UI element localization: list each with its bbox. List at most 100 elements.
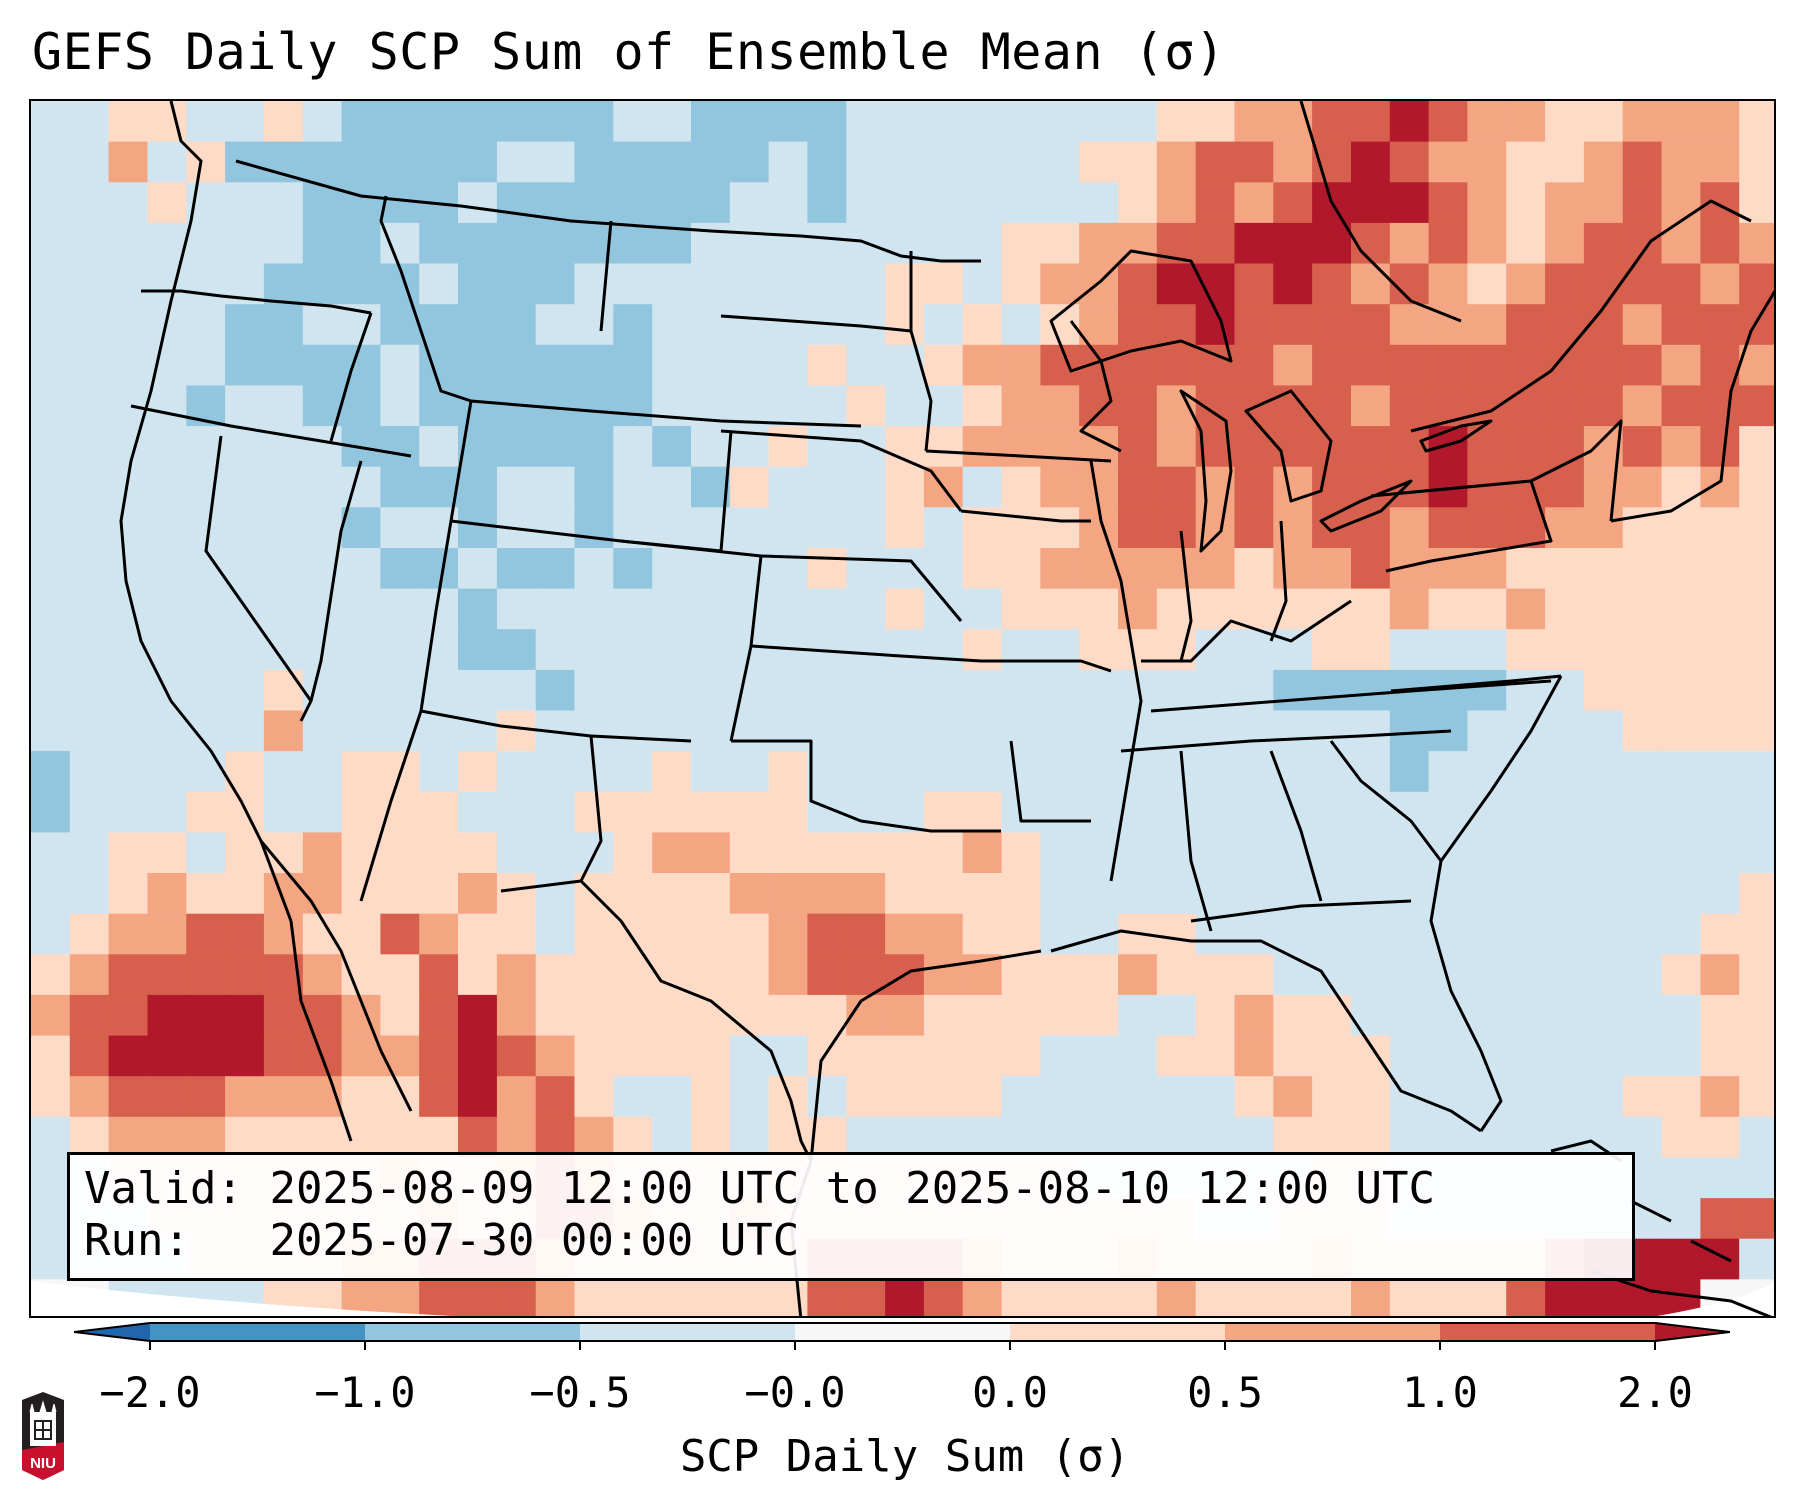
field-cell (69, 385, 110, 427)
field-cell (652, 101, 692, 143)
field-cell (1739, 263, 1774, 305)
field-cell (1739, 751, 1774, 793)
projection-edge-sw (31, 1281, 452, 1316)
field-cell (458, 832, 498, 874)
field-cell (768, 832, 808, 874)
field-cell (1545, 994, 1585, 1037)
field-cell (885, 344, 925, 386)
field-cell (1040, 832, 1080, 874)
field-cell (652, 466, 692, 508)
field-cell (1195, 1116, 1236, 1158)
field-cell (846, 344, 886, 386)
field-cell (1273, 426, 1313, 468)
field-cell (691, 1035, 731, 1077)
field-cell (1001, 629, 1041, 671)
field-cell (1622, 791, 1663, 833)
field-cell (1040, 669, 1080, 712)
field-cell (1583, 466, 1624, 508)
field-cell (458, 344, 498, 386)
field-cell (1040, 954, 1080, 996)
colorbar-segment (580, 1322, 796, 1342)
field-cell (1428, 1116, 1468, 1158)
field-cell (1545, 426, 1585, 468)
field-cell (846, 629, 886, 671)
field-cell (1040, 101, 1080, 143)
field-cell (1079, 791, 1119, 833)
field-cell (574, 101, 614, 143)
field-cell (691, 669, 731, 712)
field-cell (263, 1035, 304, 1077)
field-cell (1661, 954, 1701, 996)
field-cell (1234, 101, 1274, 143)
coastline-gulf (1050, 929, 1482, 1133)
field-cell (380, 141, 420, 183)
field-cell (302, 344, 343, 386)
field-cell (1739, 710, 1774, 752)
field-cell (263, 263, 304, 305)
field-cell (1700, 222, 1740, 265)
field-cell (1195, 873, 1236, 915)
field-cell (1700, 791, 1740, 833)
field-cell (1195, 1035, 1236, 1077)
field-cell (496, 426, 537, 468)
field-cell (225, 791, 265, 833)
field-cell (1506, 873, 1546, 915)
field-cell (962, 141, 1003, 183)
field-cell (846, 1076, 886, 1118)
field-cell (768, 466, 808, 508)
field-cell (1622, 669, 1663, 712)
field-cell (652, 344, 692, 386)
field-cell (613, 994, 653, 1037)
field-cell (1273, 507, 1313, 549)
field-cell (1622, 1116, 1663, 1158)
border-ontario (1299, 101, 1462, 323)
field-cell (1001, 548, 1041, 590)
field-cell (31, 466, 71, 508)
field-cell (923, 873, 964, 915)
field-cell (1351, 507, 1391, 549)
field-cell (108, 548, 148, 590)
field-cell (652, 873, 692, 915)
field-cell (1312, 994, 1352, 1037)
field-cell (1739, 385, 1774, 427)
field-cell (1739, 669, 1774, 712)
field-cell (1273, 344, 1313, 386)
field-cell (31, 385, 71, 427)
field-cell (1118, 141, 1158, 183)
field-cell (1583, 182, 1624, 224)
field-cell (302, 1116, 343, 1158)
field-cell (652, 1076, 692, 1118)
field-cell (1312, 1076, 1352, 1118)
field-cell (1467, 304, 1507, 346)
field-cell (535, 263, 576, 305)
field-cell (729, 588, 770, 630)
field-cell (225, 466, 265, 508)
field-cell (108, 1116, 148, 1158)
field-cell (1506, 426, 1546, 468)
field-cell (768, 304, 808, 346)
field-cell (1739, 588, 1774, 630)
field-cell (225, 994, 265, 1037)
field-cell (263, 344, 304, 386)
field-cell (768, 182, 808, 224)
field-cell (1428, 994, 1468, 1037)
field-cell (1040, 1076, 1080, 1118)
field-cell (574, 791, 614, 833)
field-cell (885, 182, 925, 224)
field-cell (574, 141, 614, 183)
field-cell (1739, 466, 1774, 508)
field-cell (535, 873, 576, 915)
field-cell (1118, 751, 1158, 793)
field-cell (1273, 304, 1313, 346)
field-cell (263, 507, 304, 549)
border-ia-mo (960, 509, 1091, 523)
field-cell (1467, 101, 1507, 143)
field-cell (1079, 1279, 1119, 1316)
field-cell (535, 1076, 576, 1118)
field-cell (1079, 669, 1119, 712)
field-cell (1661, 791, 1701, 833)
field-cell (1467, 913, 1507, 955)
field-cell (31, 954, 71, 996)
field-cell (923, 629, 964, 671)
field-cell (225, 426, 265, 468)
